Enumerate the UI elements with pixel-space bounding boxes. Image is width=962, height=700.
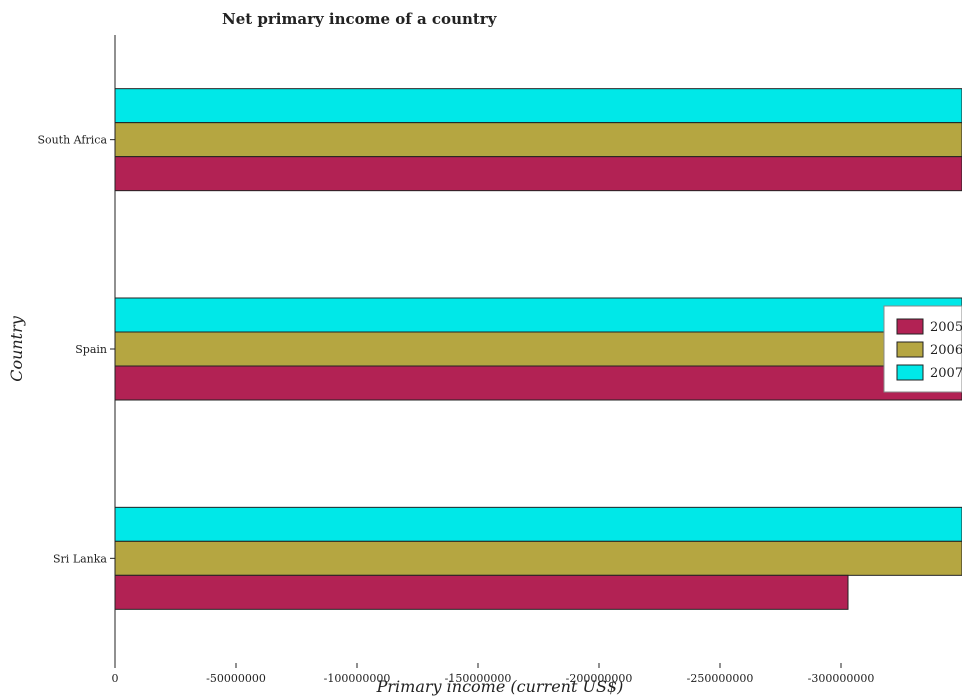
legend-label-2006: 2006	[930, 343, 962, 358]
x-tick-label: -50000000	[206, 672, 266, 685]
x-axis-label: Primary income (current US$)	[376, 677, 624, 696]
y-tick-label: South Africa	[37, 134, 107, 147]
bar-spain-2006	[114, 331, 962, 367]
bar-sri-lanka-2006	[114, 540, 962, 576]
legend-swatch-2007	[896, 364, 924, 381]
bar-sri-lanka-2007	[114, 506, 962, 542]
x-tick-label: 0	[112, 672, 119, 685]
bars-layer	[114, 88, 962, 610]
bar-spain-2007	[114, 297, 962, 333]
legend-swatch-2005	[896, 318, 924, 335]
legend-swatch-2006	[896, 341, 924, 358]
y-axis-label: Country	[7, 315, 26, 382]
y-tick-label: Sri Lanka	[53, 552, 107, 565]
bar-south-africa-2006	[114, 122, 962, 158]
y-axis-ticks: South Africa Spain Sri Lanka	[37, 134, 115, 565]
x-tick-label: -250000000	[687, 672, 754, 685]
bar-south-africa-2005	[114, 156, 962, 192]
x-tick-label: -200000000	[566, 672, 633, 685]
x-tick-label: -150000000	[445, 672, 512, 685]
x-tick-label: -300000000	[808, 672, 875, 685]
bar-sri-lanka-2005	[114, 574, 849, 610]
y-tick-label: Spain	[75, 343, 107, 356]
x-tick-label: -100000000	[324, 672, 391, 685]
legend-label-2007: 2007	[930, 366, 962, 381]
chart-title: Net primary income of a country	[222, 10, 498, 28]
bar-south-africa-2007	[114, 88, 962, 124]
legend: 2005 2006 2007	[883, 305, 962, 393]
bar-spain-2005	[114, 365, 962, 401]
legend-label-2005: 2005	[930, 320, 962, 335]
x-axis-ticks: 0 -50000000 -100000000 -150000000 -200000000…	[112, 663, 875, 685]
